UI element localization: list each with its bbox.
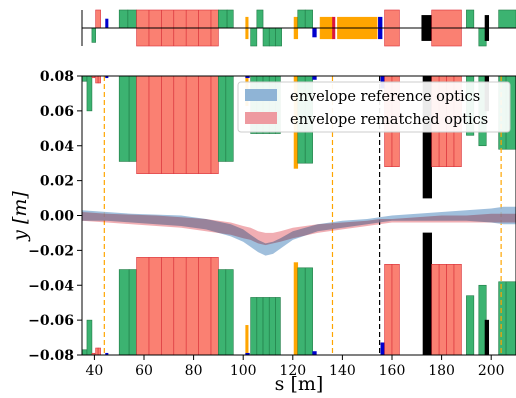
x-tick-label-2: 80 (185, 363, 203, 379)
aperture-bottom-17 (275, 297, 281, 355)
aperture-bottom-33 (498, 281, 507, 355)
lattice-element-12 (268, 27, 276, 47)
aperture-bottom-2 (91, 352, 96, 355)
aperture-top-2 (91, 76, 96, 79)
lattice-element-9 (250, 27, 258, 47)
lattice-element-28 (498, 9, 516, 29)
aperture-bottom-14 (256, 297, 264, 355)
y-tick-label-8: −0.08 (28, 348, 74, 364)
aperture-bottom-4 (97, 347, 101, 355)
aperture-bottom-5 (105, 352, 109, 355)
aperture-bottom-0 (82, 349, 88, 355)
aperture-bottom-7 (128, 269, 137, 355)
aperture-bottom-20 (304, 267, 313, 355)
lattice-strip (91, 9, 516, 47)
lattice-element-6 (218, 9, 228, 29)
aperture-bottom-18 (293, 262, 299, 355)
aperture-top-4 (97, 76, 101, 84)
lattice-element-2 (105, 18, 109, 29)
aperture-bottom-12 (245, 352, 250, 355)
y-tick-label-5: −0.02 (28, 243, 74, 259)
x-tick-label-1: 60 (135, 363, 153, 379)
envelope-bands (82, 206, 516, 256)
y-tick-label-7: −0.06 (28, 313, 74, 329)
envelope-band-1 (82, 212, 516, 246)
aperture-bottom-32 (484, 319, 490, 355)
y-tick-label-4: 0.00 (40, 209, 74, 225)
lattice-element-4 (127, 9, 137, 29)
lattice-element-1 (95, 9, 101, 29)
x-tick-label-8: 200 (478, 363, 505, 379)
aperture-bottom-6 (118, 269, 130, 355)
aperture-bottom-25 (422, 232, 432, 355)
aperture-bottom-26 (431, 264, 440, 355)
lattice-element-11 (262, 27, 270, 47)
lattice-element-0 (91, 27, 96, 43)
y-axis-label: y [m] (9, 191, 31, 242)
lattice-element-13 (275, 27, 282, 47)
legend: envelope reference optics envelope remat… (237, 81, 511, 133)
lattice-element-16 (304, 9, 313, 29)
x-tick-label-3: 100 (230, 363, 257, 379)
aperture-top-6 (118, 76, 130, 162)
aperture-top-0 (82, 76, 88, 82)
lattice-element-15 (297, 9, 306, 29)
aperture-top-21 (312, 76, 317, 80)
lattice-element-17 (312, 27, 317, 38)
legend-label-reference: envelope reference optics (290, 89, 480, 105)
x-tick-label-4: 120 (279, 363, 306, 379)
legend-box (237, 81, 511, 133)
aperture-top-7 (128, 76, 137, 162)
x-tick-label-5: 140 (329, 363, 356, 379)
x-axis-ticks: 40 60 80 100 120 140 160 180 200 (85, 355, 505, 379)
aperture-bottom-34 (505, 281, 516, 355)
aperture-bottom-24 (391, 264, 400, 355)
x-axis-label: s [m] (275, 373, 324, 394)
aperture-bottom-21 (312, 351, 317, 355)
aperture-top-8 (136, 76, 219, 174)
aperture-top-5 (105, 76, 109, 79)
y-tick-label-2: 0.04 (40, 139, 74, 155)
aperture-bottom-29 (453, 264, 462, 355)
lattice-element-10 (256, 9, 264, 29)
lattice-element-7 (226, 9, 234, 29)
aperture-bottom-30 (466, 295, 475, 355)
x-tick-label-6: 160 (379, 363, 406, 379)
y-tick-label-3: 0.02 (40, 174, 74, 190)
aperture-bottom-23 (384, 264, 393, 355)
aperture-bottom-11 (245, 325, 249, 355)
x-tick-label-0: 40 (85, 363, 103, 379)
lattice-element-3 (118, 9, 129, 29)
aperture-bottom-27 (438, 264, 447, 355)
lattice-element-25 (466, 9, 475, 29)
legend-swatch-rematched (245, 112, 277, 124)
legend-label-rematched: envelope rematched optics (290, 112, 488, 128)
y-tick-label-6: −0.04 (28, 278, 74, 294)
legend-swatch-reference (245, 89, 277, 101)
aperture-top-3 (95, 76, 99, 84)
aperture-bottom-16 (268, 297, 276, 355)
aperture-bottom-3 (95, 347, 99, 355)
aperture-bottom-9 (218, 269, 227, 355)
aperture-bottom-28 (446, 264, 455, 355)
aperture-bottom-13 (250, 297, 258, 355)
y-axis-ticks: 0.08 0.06 0.04 0.02 0.00 −0.02 −0.04 −0.06 −0.08 (28, 69, 82, 364)
aperture-top-9 (218, 76, 227, 162)
x-tick-label-7: 180 (428, 363, 455, 379)
y-tick-label-1: 0.06 (40, 104, 74, 120)
aperture-bottom-19 (297, 267, 306, 355)
aperture-bottom-15 (262, 297, 270, 355)
aperture-top-10 (225, 76, 234, 162)
aperture-bottom-10 (225, 269, 234, 355)
y-tick-label-0: 0.08 (40, 69, 74, 85)
aperture-bottom-8 (136, 257, 219, 355)
aperture-top-12 (245, 76, 250, 79)
aperture-bottom-1 (86, 319, 93, 355)
aperture-top-1 (86, 76, 93, 112)
